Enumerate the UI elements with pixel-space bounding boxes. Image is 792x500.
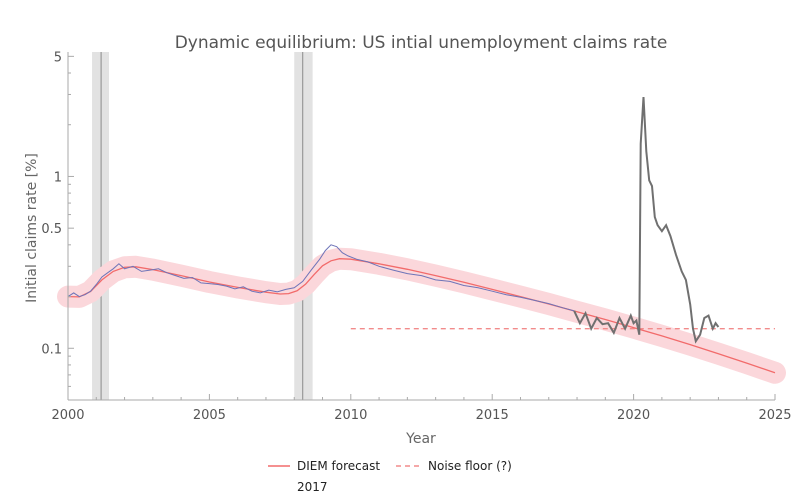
x-tick-label-2025: 2025 (758, 408, 791, 423)
y-tick-label-0.1: 0.1 (41, 342, 62, 357)
x-axis-label: Year (405, 431, 436, 447)
y-axis-label: Initial claims rate [%] (24, 153, 40, 303)
recession-band-1 (92, 52, 110, 400)
legend: DIEM forecast 2017 Noise floor (?) (268, 459, 512, 494)
recession-band-2 (294, 52, 313, 400)
legend-label-forecast: DIEM forecast (297, 459, 380, 473)
series-layer (67, 96, 776, 374)
recession-bands (92, 52, 313, 400)
claims-rate-recent-line (573, 96, 720, 344)
claims-rate-history-line (67, 244, 575, 312)
legend-sublabel-forecast: 2017 (297, 480, 328, 494)
x-tick-label-2020: 2020 (617, 408, 650, 423)
x-tick-label-2005: 2005 (193, 408, 226, 423)
x-tick-label-2010: 2010 (334, 408, 367, 423)
chart-title: Dynamic equilibrium: US intial unemploym… (175, 33, 668, 53)
y-tick-label-0.5: 0.5 (41, 222, 62, 237)
y-tick-label-5: 5 (54, 50, 62, 65)
legend-label-noise-floor: Noise floor (?) (428, 459, 512, 473)
y-tick-label-1: 1 (54, 170, 62, 185)
axes: 2000 2005 2010 2015 2020 2025 0.1 0.5 1 5 (41, 50, 791, 423)
x-tick-label-2000: 2000 (51, 408, 84, 423)
x-tick-label-2015: 2015 (476, 408, 509, 423)
